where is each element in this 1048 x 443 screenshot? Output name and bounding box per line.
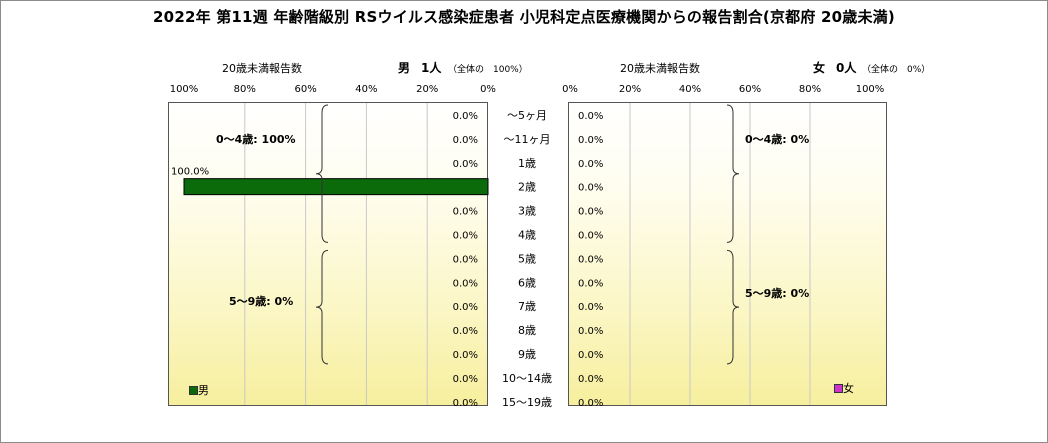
male-bar-label: 0.0% bbox=[453, 350, 478, 361]
female-bar-label: 0.0% bbox=[578, 302, 603, 313]
female-header-sex: 女 bbox=[813, 61, 826, 75]
chart-title: 2022年 第11週 年齢階級別 RSウイルス感染症患者 小児科定点医療機関から… bbox=[153, 8, 895, 26]
category-label: ～5ヶ月 bbox=[507, 109, 547, 122]
category-label: 3歳 bbox=[518, 205, 536, 218]
male-bar-label: 0.0% bbox=[453, 111, 478, 122]
male-tick-label: 80% bbox=[234, 84, 256, 95]
male-bar-label: 0.0% bbox=[453, 254, 478, 265]
male-bar-label: 0.0% bbox=[453, 207, 478, 218]
female-tick-label: 20% bbox=[619, 84, 641, 95]
male-bar-label: 0.0% bbox=[453, 398, 478, 409]
category-label: 9歳 bbox=[518, 348, 536, 361]
female-bar-label: 0.0% bbox=[578, 207, 603, 218]
female-legend-swatch bbox=[834, 384, 843, 393]
female-bar-label: 0.0% bbox=[578, 398, 603, 409]
category-label: 8歳 bbox=[518, 324, 536, 337]
male-bar-label: 100.0% bbox=[171, 167, 209, 178]
male-bar-label: 0.0% bbox=[453, 278, 478, 289]
male-brace-0-4 bbox=[315, 104, 329, 243]
female-tick-label: 40% bbox=[679, 84, 701, 95]
male-bar-label: 0.0% bbox=[453, 326, 478, 337]
female-bar-label: 0.0% bbox=[578, 374, 603, 385]
male-tick-label: 0% bbox=[480, 84, 496, 95]
female-header-count: 0人 bbox=[836, 61, 857, 75]
male-legend-swatch bbox=[189, 386, 198, 395]
female-bar-label: 0.0% bbox=[578, 326, 603, 337]
female-tick-label: 100% bbox=[856, 84, 885, 95]
male-brace-5-9 bbox=[315, 249, 329, 365]
male-bar-label: 0.0% bbox=[453, 159, 478, 170]
male-header-count: 1人 bbox=[421, 61, 442, 75]
female-bar-label: 0.0% bbox=[578, 111, 603, 122]
male-legend-label: 男 bbox=[198, 384, 209, 397]
female-bar-label: 0.0% bbox=[578, 230, 603, 241]
male-axis-title: 20歳未満報告数 bbox=[222, 62, 302, 75]
male-group-label-0-4: 0～4歳: 100% bbox=[216, 133, 296, 146]
male-group-label-5-9: 5～9歳: 0% bbox=[229, 295, 294, 308]
category-label: 15～19歳 bbox=[502, 396, 552, 409]
male-bar-label: 0.0% bbox=[453, 302, 478, 313]
female-bar-label: 0.0% bbox=[578, 254, 603, 265]
male-bar-label: 0.0% bbox=[453, 135, 478, 146]
female-header-total: （全体の 0%） bbox=[862, 65, 931, 75]
male-bar-label: 0.0% bbox=[453, 374, 478, 385]
female-group-label-5-9: 5～9歳: 0% bbox=[745, 287, 810, 300]
female-group-label-0-4: 0～4歳: 0% bbox=[745, 133, 810, 146]
category-label: 5歳 bbox=[518, 252, 536, 265]
male-tick-label: 20% bbox=[416, 84, 438, 95]
female-legend-label: 女 bbox=[843, 382, 854, 395]
category-label: 10～14歳 bbox=[502, 372, 552, 385]
male-bar-label: 0.0% bbox=[453, 230, 478, 241]
female-tick-label: 0% bbox=[562, 84, 578, 95]
female-brace-0-4 bbox=[726, 104, 740, 243]
category-label: 1歳 bbox=[518, 157, 536, 170]
female-bar-label: 0.0% bbox=[578, 135, 603, 146]
female-bar-label: 0.0% bbox=[578, 183, 603, 194]
category-label: 7歳 bbox=[518, 300, 536, 313]
female-bar-label: 0.0% bbox=[578, 350, 603, 361]
female-bar-label: 0.0% bbox=[578, 159, 603, 170]
female-plot-area bbox=[568, 102, 887, 406]
category-label: ～11ヶ月 bbox=[504, 133, 551, 146]
male-tick-label: 40% bbox=[355, 84, 377, 95]
female-tick-label: 80% bbox=[799, 84, 821, 95]
male-plot-area bbox=[168, 102, 488, 406]
male-tick-label: 60% bbox=[294, 84, 316, 95]
female-brace-5-9 bbox=[726, 249, 740, 365]
category-label: 6歳 bbox=[518, 276, 536, 289]
category-label: 2歳 bbox=[518, 181, 536, 194]
male-header-total: （全体の 100%） bbox=[448, 65, 528, 75]
female-bar-label: 0.0% bbox=[578, 278, 603, 289]
male-bar bbox=[183, 178, 489, 196]
male-tick-label: 100% bbox=[170, 84, 199, 95]
category-label: 4歳 bbox=[518, 228, 536, 241]
female-tick-label: 60% bbox=[739, 84, 761, 95]
female-axis-title: 20歳未満報告数 bbox=[620, 62, 700, 75]
male-header-sex: 男 bbox=[398, 61, 411, 75]
